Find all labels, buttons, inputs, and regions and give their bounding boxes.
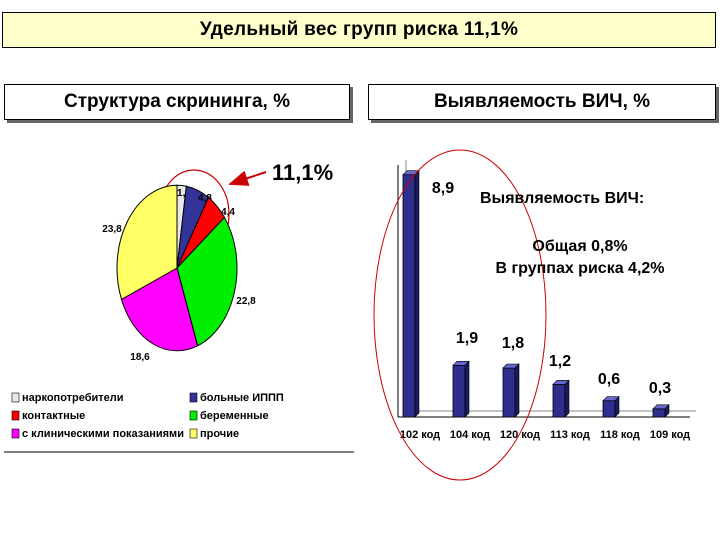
legend-label: беременные: [200, 410, 269, 422]
pie-slice: [176, 216, 238, 347]
pie-chart: 1,9 4,8 4,4 22,8 18,6 23,8: [102, 184, 256, 363]
info-heading: Выявляемость ВИЧ:: [480, 190, 645, 207]
bar: [502, 367, 516, 418]
bar-value-label: 8,9: [432, 180, 454, 197]
bar-side-face: [614, 395, 620, 418]
info-line-total: Общая 0,8%: [532, 238, 628, 255]
legend-swatch: [189, 392, 198, 403]
pie-slice-label: 18,6: [130, 352, 150, 363]
bar-side-face: [464, 360, 470, 418]
legend-swatch: [11, 428, 20, 439]
bar-category-label: 113 код: [550, 429, 590, 441]
bar-value-label: 0,3: [649, 380, 671, 397]
page-title-text: Удельный вес групп риска 11,1%: [199, 19, 519, 40]
bar-highlight-ellipse: [373, 149, 547, 481]
info-line-risk: В группах риска 4,2%: [495, 260, 665, 277]
bar-value-label: 1,2: [549, 353, 571, 370]
bar-category-label: 120 код: [500, 429, 540, 441]
legend-label: прочие: [200, 428, 239, 440]
pie-slice-label: 23,8: [102, 224, 122, 235]
bar: [652, 408, 666, 418]
bar-value-label: 0,6: [598, 371, 620, 388]
bar: [402, 174, 416, 418]
pie-panel-title: Структура скрининга, %: [4, 84, 350, 120]
bar-side-face: [414, 169, 420, 418]
bar-side-face: [564, 379, 570, 418]
pie-slice-label: 22,8: [236, 296, 256, 307]
bar-value-label: 1,8: [502, 335, 524, 352]
bar: [452, 364, 466, 418]
bar: [552, 383, 566, 418]
callout-text: 11,1%: [272, 160, 333, 185]
legend-swatch: [189, 428, 198, 439]
pie-legend: наркопотребители больные ИППП контактные бе…: [11, 392, 284, 440]
pie-panel-title-text: Структура скрининга, %: [64, 91, 290, 112]
bar-panel-title-text: Выявляемость ВИЧ, %: [433, 91, 651, 112]
legend-swatch: [189, 410, 198, 421]
legend-label: больные ИППП: [200, 392, 284, 404]
bar-category-label: 102 код: [400, 429, 440, 441]
page-title: Удельный вес групп риска 11,1%: [2, 12, 716, 48]
pie-slice-label: 4,8: [198, 193, 212, 204]
bar-value-label: 1,9: [456, 330, 478, 347]
bar-category-label: 104 код: [450, 429, 490, 441]
legend-swatch: [11, 410, 20, 421]
bar-panel-title: Выявляемость ВИЧ, %: [368, 84, 716, 120]
bar-side-face: [664, 404, 670, 418]
legend-label: с клиническими показаниями: [22, 428, 184, 440]
bar-chart: 8,9 102 код 1,9 104 код 1,8 120 код 1,2 113 код…: [397, 160, 696, 441]
pie-slice: [116, 184, 178, 301]
legend-label: наркопотребители: [22, 392, 124, 404]
legend-label: контактные: [22, 410, 85, 422]
bar-category-label: 118 код: [600, 429, 640, 441]
callout-arrow: [228, 170, 267, 186]
bar-side-face: [514, 363, 520, 418]
legend-swatch: [11, 392, 20, 403]
bar: [602, 400, 616, 418]
bar-category-label: 109 код: [650, 429, 690, 441]
pie-slice-label: 4,4: [221, 207, 235, 218]
pie-slice-label: 1,9: [177, 188, 191, 199]
